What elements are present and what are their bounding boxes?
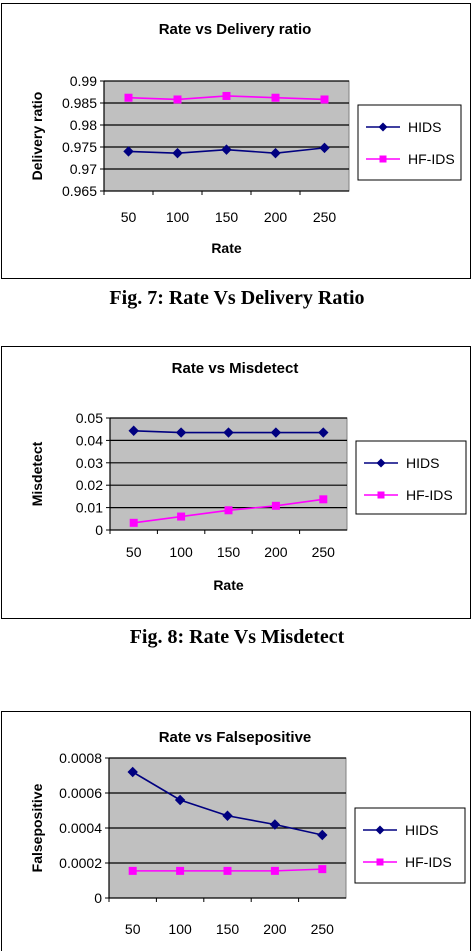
x-tick-label: 100 [168,921,192,937]
y-axis-label: Falsepositive [29,783,45,872]
y-axis-label: Misdetect [29,441,45,506]
figure-caption-7: Fig. 7: Rate Vs Delivery Ratio [109,287,365,309]
x-tick-label: 250 [312,544,336,560]
y-tick-label: 0.97 [70,161,97,177]
legend-label-hids: HIDS [406,455,439,471]
data-point-square [271,93,280,102]
x-tick-label: 100 [166,209,190,225]
data-point-diamond [317,829,328,841]
y-tick-label: 0.04 [76,432,103,448]
y-tick-label: 0.05 [76,410,103,426]
data-point-diamond [174,794,186,806]
legend-marker-square [376,858,384,866]
chart-delivery-ratio: Rate vs Delivery ratio 0.965 0.97 0.975 0.98… [29,21,462,256]
data-point-diamond [172,147,183,159]
data-point-diamond [123,146,134,157]
data-point-square [129,518,138,527]
figure-caption-8: Fig. 8: Rate Vs Misdetect [129,626,345,648]
data-point-square [271,501,280,510]
legend-label-hids: HIDS [408,119,441,135]
chart-misdetect: Rate vs Misdetect 0 0.01 0.02 0.03 0.04 0.05 50… [29,360,467,593]
data-point-diamond [270,427,282,438]
chart-title: Rate vs Misdetect [172,360,299,377]
y-tick-label: 0.965 [62,183,97,199]
data-point-square [318,865,327,874]
x-tick-label: 150 [215,209,239,225]
chart-title: Rate vs Delivery ratio [159,21,312,38]
data-point-square [224,506,233,515]
y-tick-label: 0.99 [70,73,97,89]
x-axis-label: Rate [211,240,242,256]
data-point-square [177,512,186,521]
x-tick-label: 100 [169,544,193,560]
x-tick-label: 250 [313,209,337,225]
data-point-square [223,866,232,875]
data-point-diamond [175,427,187,438]
legend-marker-diamond [376,458,386,468]
legend-box [355,440,467,515]
data-point-diamond [127,766,138,778]
data-point-square [124,93,133,102]
y-tick-label: 0.02 [76,477,103,493]
x-tick-label: 150 [216,921,240,937]
y-tick-label: 0.0004 [59,820,102,836]
x-axis-label: Rate [213,577,244,593]
data-point-square [270,866,279,875]
x-tick-label: 50 [125,921,141,937]
legend-label-hf-ids: HF-IDS [405,854,452,870]
data-point-diamond [223,427,234,438]
legend-box [357,104,462,181]
data-point-diamond [270,147,281,159]
y-tick-label: 0.985 [62,95,97,111]
legend-marker-square [379,155,387,163]
y-tick-label: 0.03 [76,455,103,471]
data-point-diamond [221,144,232,155]
chart-panel-falsepositive: Rate vs Falsepositive 0 0.0002 0.0004 0.0006… [1,711,471,951]
data-point-square [319,495,328,504]
y-tick-label: 0 [94,890,102,906]
chart-title: Rate vs Falsepositive [159,729,312,746]
y-tick-label: 0.01 [76,500,103,516]
x-tick-label: 50 [126,544,142,560]
data-point-diamond [222,810,233,821]
legend-label-hf-ids: HF-IDS [408,151,455,167]
y-tick-label: 0 [95,522,103,538]
legend-label-hf-ids: HF-IDS [406,487,453,503]
x-tick-label: 150 [217,544,241,560]
chart-panel-delivery: Rate vs Delivery ratio 0.965 0.97 0.975 0.98… [1,3,471,279]
data-point-diamond [318,427,329,438]
data-point-square [176,866,185,875]
y-tick-label: 0.98 [70,117,97,133]
x-tick-label: 200 [263,921,287,937]
y-tick-label: 0.0008 [59,750,102,766]
x-tick-label: 200 [264,544,288,560]
data-point-diamond [269,819,281,830]
data-point-square [320,95,329,104]
data-point-square [173,95,182,104]
legend-box [354,807,466,884]
data-point-square [222,91,231,100]
x-tick-label: 50 [121,209,137,225]
legend-label-hids: HIDS [405,822,438,838]
legend-marker-diamond [375,825,385,835]
y-tick-label: 0.975 [62,139,97,155]
y-axis-label: Delivery ratio [29,92,45,181]
chart-panel-misdetect: Rate vs Misdetect 0 0.01 0.02 0.03 0.04 0.05 50… [1,346,471,619]
data-point-square [128,866,137,875]
x-tick-label: 250 [311,921,335,937]
legend-marker-diamond [378,122,388,132]
x-tick-label: 200 [264,209,288,225]
data-point-diamond [319,142,330,154]
y-tick-label: 0.0006 [59,785,102,801]
y-tick-label: 0.0002 [59,855,102,871]
data-point-diamond [128,425,139,436]
legend-marker-square [377,491,385,499]
chart-falsepositive: Rate vs Falsepositive 0 0.0002 0.0004 0.0006… [29,729,466,937]
